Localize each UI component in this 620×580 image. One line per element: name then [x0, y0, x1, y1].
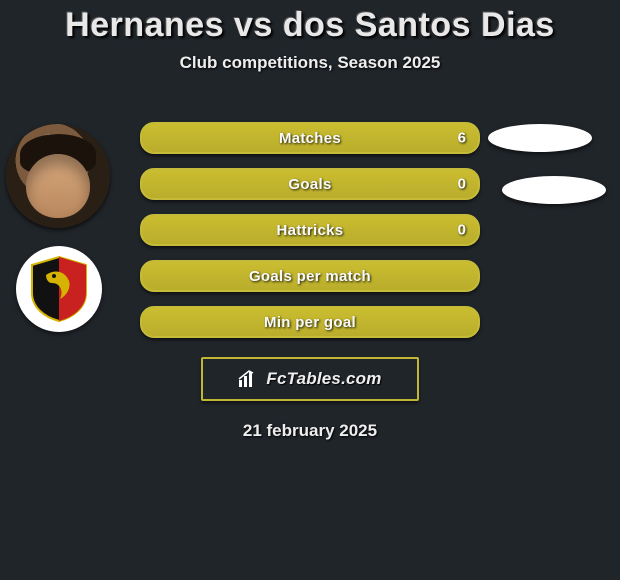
- stat-value: 6: [458, 130, 466, 147]
- stat-row: Min per goal: [0, 299, 620, 345]
- footer-date: 21 february 2025: [0, 421, 620, 441]
- stat-label: Goals per match: [249, 268, 371, 285]
- stat-label: Matches: [279, 130, 341, 147]
- subtitle: Club competitions, Season 2025: [0, 53, 620, 73]
- stat-pill-gpm: Goals per match: [140, 260, 480, 292]
- footer-brand-text: FcTables.com: [266, 369, 381, 389]
- stat-pill-matches: Matches 6: [140, 122, 480, 154]
- stat-value: 0: [458, 222, 466, 239]
- bars-chart-icon: [238, 370, 260, 388]
- stat-row: Goals per match: [0, 253, 620, 299]
- right-side-ellipse: [502, 176, 606, 204]
- stat-label: Hattricks: [277, 222, 344, 239]
- right-side-ellipse: [488, 124, 592, 152]
- stat-label: Goals: [288, 176, 331, 193]
- stat-label: Min per goal: [264, 314, 356, 331]
- footer-brand-badge: FcTables.com: [201, 357, 419, 401]
- stat-pill-mpg: Min per goal: [140, 306, 480, 338]
- stat-value: 0: [458, 176, 466, 193]
- page-title: Hernanes vs dos Santos Dias: [0, 0, 620, 45]
- stat-row: Hattricks 0: [0, 207, 620, 253]
- stat-pill-goals: Goals 0: [140, 168, 480, 200]
- stat-pill-hattricks: Hattricks 0: [140, 214, 480, 246]
